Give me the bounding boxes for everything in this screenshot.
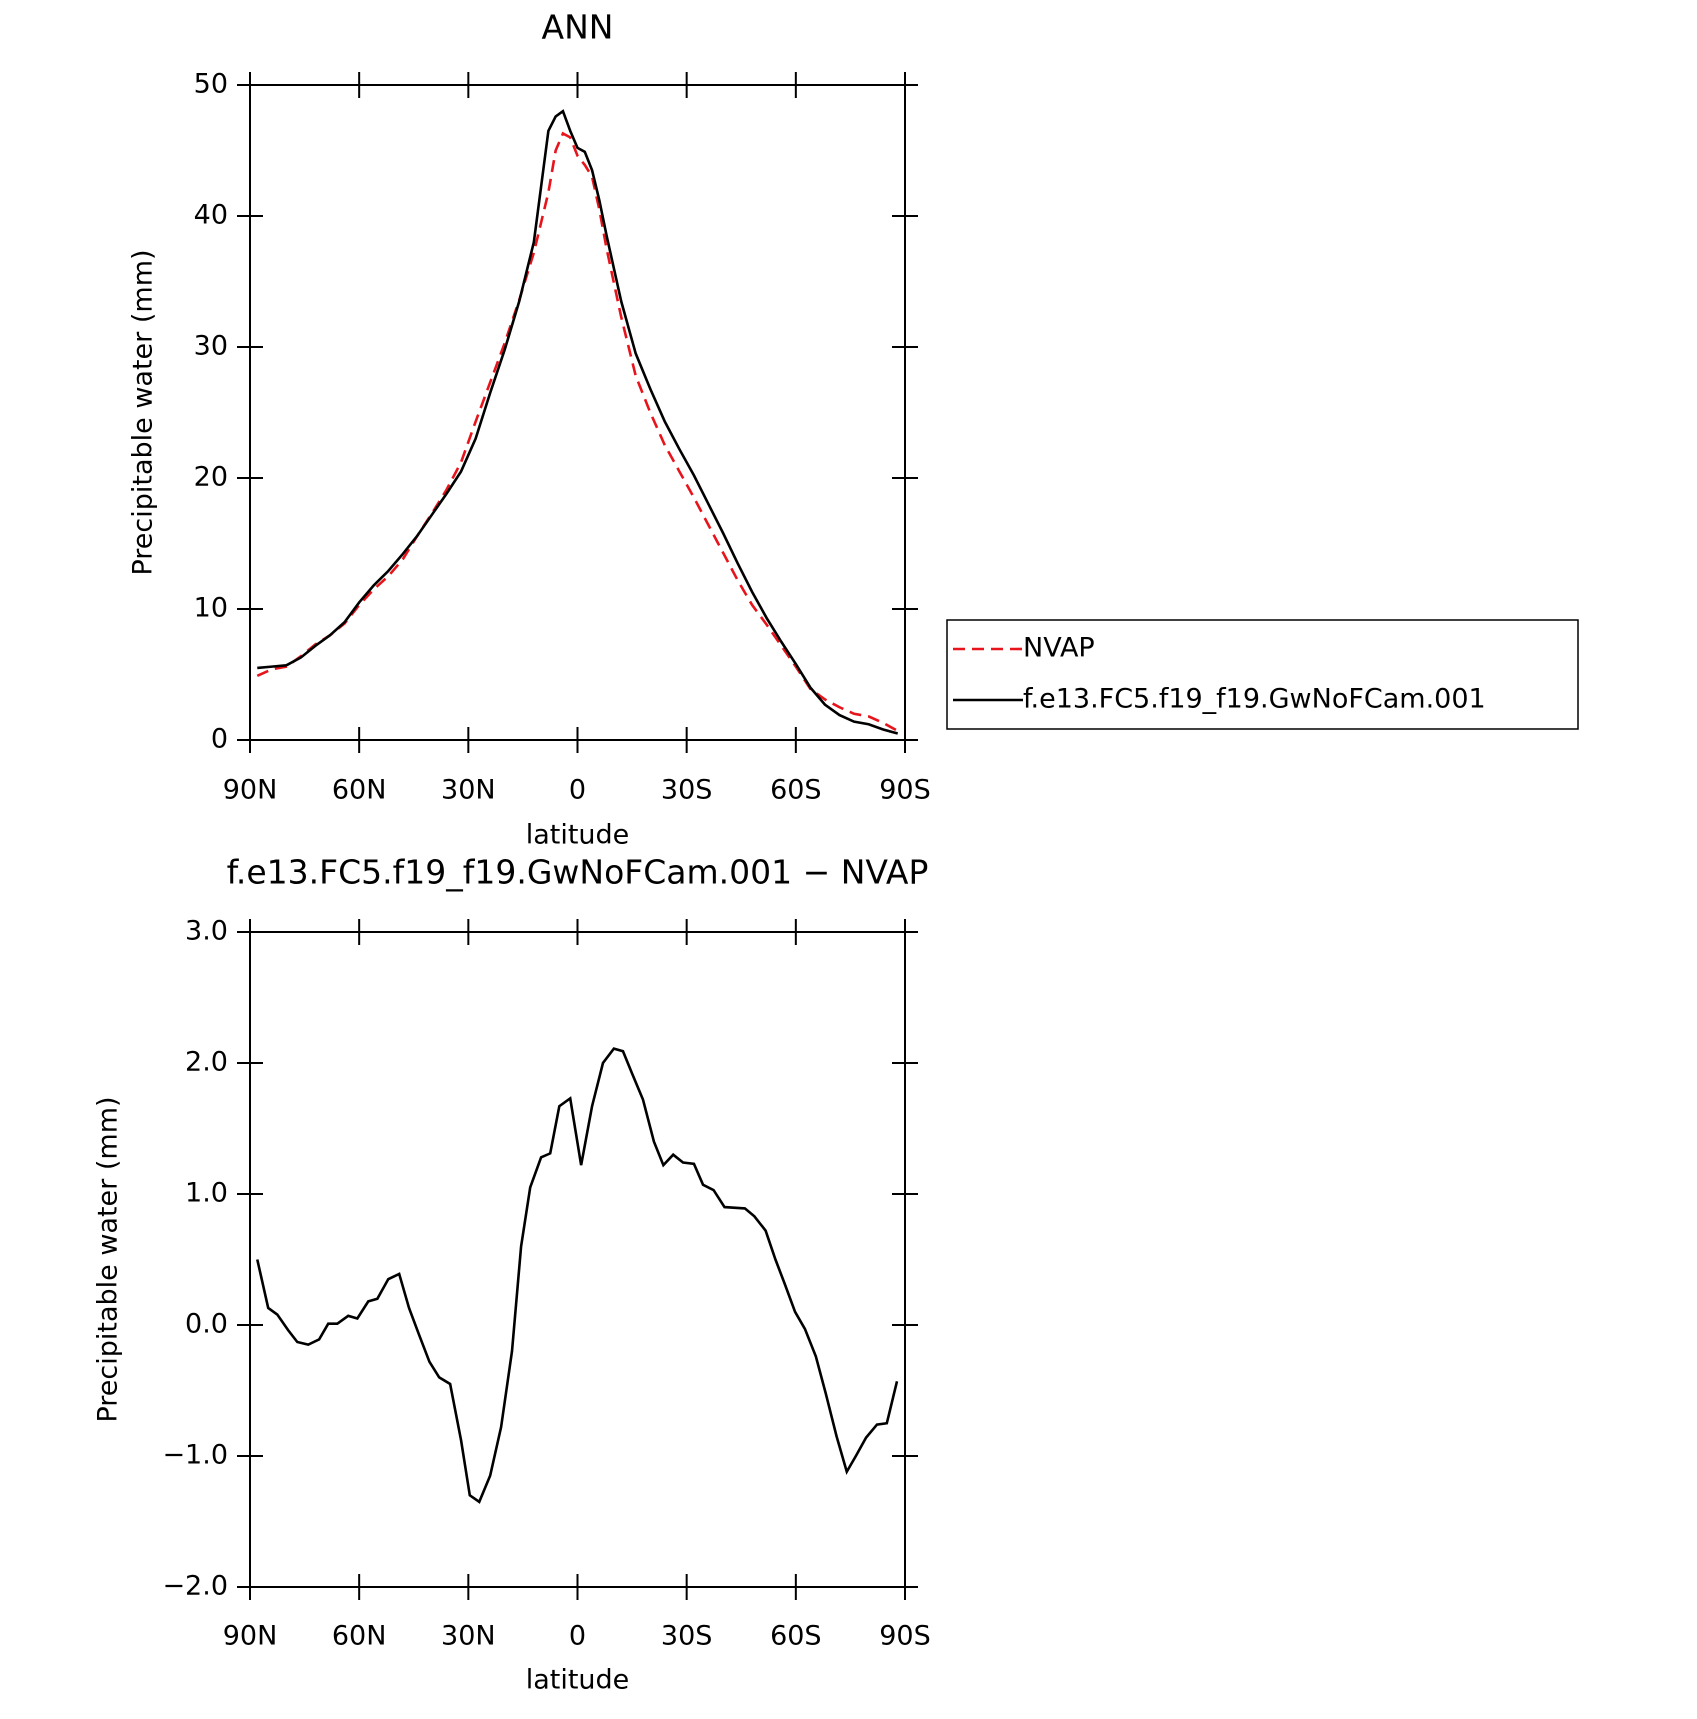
plot-frame	[249, 931, 906, 1588]
x-tick-label: 60N	[332, 1621, 387, 1652]
y-axis-label: Precipitable water (mm)	[93, 1096, 124, 1422]
y-tick-label: 50	[194, 69, 228, 100]
y-tick-label: 0.0	[185, 1309, 228, 1340]
y-axis-label: Precipitable water (mm)	[128, 249, 159, 575]
x-tick-label: 0	[569, 775, 586, 806]
x-tick-label: 30N	[441, 1621, 496, 1652]
y-tick-label: −1.0	[162, 1440, 228, 1471]
y-tick-label: 10	[194, 593, 228, 624]
chart-title: f.e13.FC5.f19_f19.GwNoFCam.001 − NVAP	[227, 853, 929, 892]
x-tick-label: 30N	[441, 775, 496, 806]
legend-label: f.e13.FC5.f19_f19.GwNoFCam.001	[1023, 684, 1486, 715]
x-tick-label: 60S	[770, 1621, 822, 1652]
x-tick-label: 30S	[661, 1621, 713, 1652]
y-tick-label: 3.0	[185, 916, 228, 947]
y-tick-label: 2.0	[185, 1047, 228, 1078]
x-axis-label: latitude	[526, 1665, 630, 1696]
legend-box	[946, 619, 1579, 730]
data-line	[257, 109, 899, 735]
y-tick-label: −2.0	[162, 1571, 228, 1602]
x-tick-label: 90S	[879, 1621, 931, 1652]
x-tick-label: 30S	[661, 775, 713, 806]
legend-label: NVAP	[1023, 633, 1095, 664]
plot-frame	[249, 84, 906, 741]
chart-title: ANN	[542, 8, 614, 47]
y-tick-label: 1.0	[185, 1178, 228, 1209]
y-tick-label: 30	[194, 331, 228, 362]
data-line	[256, 1047, 899, 1504]
x-tick-label: 0	[569, 1621, 586, 1652]
y-tick-label: 20	[194, 462, 228, 493]
x-tick-label: 90N	[223, 775, 278, 806]
x-axis-label: latitude	[526, 820, 630, 851]
x-tick-label: 90N	[223, 1621, 278, 1652]
data-line	[256, 131, 899, 732]
x-tick-label: 60N	[332, 775, 387, 806]
y-tick-label: 0	[211, 724, 228, 755]
y-tick-label: 40	[194, 200, 228, 231]
x-tick-label: 90S	[879, 775, 931, 806]
x-tick-label: 60S	[770, 775, 822, 806]
